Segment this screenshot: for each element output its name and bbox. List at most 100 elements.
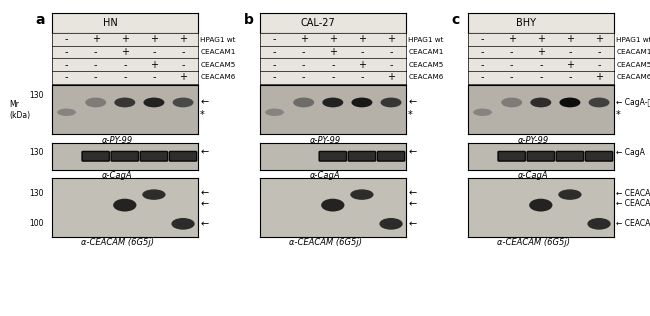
Text: +: +: [358, 34, 366, 45]
FancyBboxPatch shape: [378, 151, 405, 161]
Ellipse shape: [380, 218, 403, 230]
Text: CEACAM5: CEACAM5: [200, 62, 235, 68]
FancyBboxPatch shape: [111, 151, 138, 161]
Text: α-CagA: α-CagA: [310, 171, 341, 180]
Ellipse shape: [293, 98, 314, 107]
Text: α-CagA: α-CagA: [518, 171, 549, 180]
Text: CEACAM5: CEACAM5: [408, 62, 443, 68]
Text: -: -: [389, 60, 393, 70]
Text: -: -: [94, 47, 98, 57]
Text: 130: 130: [30, 91, 44, 100]
Ellipse shape: [588, 98, 610, 107]
Text: CEACAM6: CEACAM6: [200, 75, 235, 80]
Text: +: +: [121, 47, 129, 57]
Text: +: +: [595, 34, 603, 45]
Text: -: -: [181, 47, 185, 57]
Text: ←: ←: [200, 97, 209, 107]
Text: -: -: [273, 47, 276, 57]
Text: -: -: [65, 72, 68, 82]
Text: -: -: [481, 72, 484, 82]
FancyBboxPatch shape: [140, 151, 168, 161]
Ellipse shape: [558, 189, 582, 200]
Text: -: -: [331, 72, 335, 82]
Text: +: +: [300, 34, 307, 45]
Text: -: -: [94, 60, 98, 70]
Ellipse shape: [473, 109, 492, 116]
Text: Mr
(kDa): Mr (kDa): [10, 100, 31, 120]
Text: +: +: [92, 34, 99, 45]
Text: 130: 130: [30, 148, 44, 157]
Text: +: +: [179, 34, 187, 45]
Text: ←: ←: [408, 147, 417, 157]
Text: ←: ←: [200, 219, 209, 229]
Text: ←: ←: [200, 147, 209, 157]
Ellipse shape: [352, 98, 372, 107]
Text: ← CagA-Ⓟ: ← CagA-Ⓟ: [616, 98, 650, 107]
Text: α-PY-99: α-PY-99: [518, 136, 549, 145]
Text: -: -: [123, 60, 127, 70]
Text: -: -: [568, 47, 571, 57]
Text: -: -: [481, 47, 484, 57]
Text: α-CEACAM (6G5j): α-CEACAM (6G5j): [81, 238, 154, 247]
Text: b: b: [244, 13, 254, 27]
Ellipse shape: [57, 109, 76, 116]
Text: -: -: [568, 72, 571, 82]
Ellipse shape: [85, 98, 106, 107]
Ellipse shape: [172, 218, 195, 230]
Text: ←: ←: [408, 97, 417, 107]
Text: CEACAM1: CEACAM1: [200, 49, 235, 55]
Text: ←: ←: [200, 199, 209, 209]
Text: +: +: [566, 60, 574, 70]
Ellipse shape: [321, 199, 345, 211]
Text: +: +: [387, 34, 395, 45]
Text: *: *: [200, 110, 205, 120]
Ellipse shape: [144, 98, 164, 107]
Ellipse shape: [142, 189, 166, 200]
Text: +: +: [387, 72, 395, 82]
Text: CEACAM6: CEACAM6: [616, 75, 650, 80]
Ellipse shape: [560, 98, 580, 107]
Text: -: -: [65, 60, 68, 70]
Text: -: -: [123, 72, 127, 82]
Ellipse shape: [113, 199, 136, 211]
Text: HN: HN: [103, 18, 118, 28]
Text: -: -: [539, 60, 543, 70]
Text: +: +: [121, 34, 129, 45]
Text: -: -: [302, 60, 305, 70]
Text: +: +: [179, 72, 187, 82]
FancyBboxPatch shape: [170, 151, 197, 161]
Text: ← CEACAM1: ← CEACAM1: [616, 199, 650, 209]
Text: -: -: [481, 60, 484, 70]
Text: ← CagA: ← CagA: [616, 148, 645, 157]
Text: 100: 100: [30, 219, 44, 228]
Text: +: +: [150, 34, 158, 45]
FancyBboxPatch shape: [586, 151, 613, 161]
Text: ← CEACAM5: ← CEACAM5: [616, 189, 650, 198]
Ellipse shape: [172, 98, 194, 107]
Text: ←: ←: [408, 199, 417, 209]
Text: -: -: [94, 72, 98, 82]
Ellipse shape: [588, 218, 611, 230]
Ellipse shape: [529, 199, 552, 211]
FancyBboxPatch shape: [556, 151, 584, 161]
Text: α-PY-99: α-PY-99: [102, 136, 133, 145]
Text: *: *: [616, 110, 621, 120]
Text: ←: ←: [408, 219, 417, 229]
Text: HPAG1 wt: HPAG1 wt: [200, 37, 236, 42]
Text: HPAG1 wt: HPAG1 wt: [616, 37, 650, 42]
Text: -: -: [510, 72, 514, 82]
Text: +: +: [358, 60, 366, 70]
Text: -: -: [597, 47, 601, 57]
Text: -: -: [152, 47, 155, 57]
Text: α-CEACAM (6G5j): α-CEACAM (6G5j): [497, 238, 570, 247]
Ellipse shape: [114, 98, 135, 107]
Text: +: +: [150, 60, 158, 70]
Text: +: +: [566, 34, 574, 45]
Text: α-CEACAM (6G5j): α-CEACAM (6G5j): [289, 238, 362, 247]
Text: BHY: BHY: [516, 18, 536, 28]
Text: 130: 130: [30, 189, 44, 198]
Text: a: a: [36, 13, 46, 27]
FancyBboxPatch shape: [319, 151, 346, 161]
Text: -: -: [481, 34, 484, 45]
Text: HPAG1 wt: HPAG1 wt: [408, 37, 444, 42]
